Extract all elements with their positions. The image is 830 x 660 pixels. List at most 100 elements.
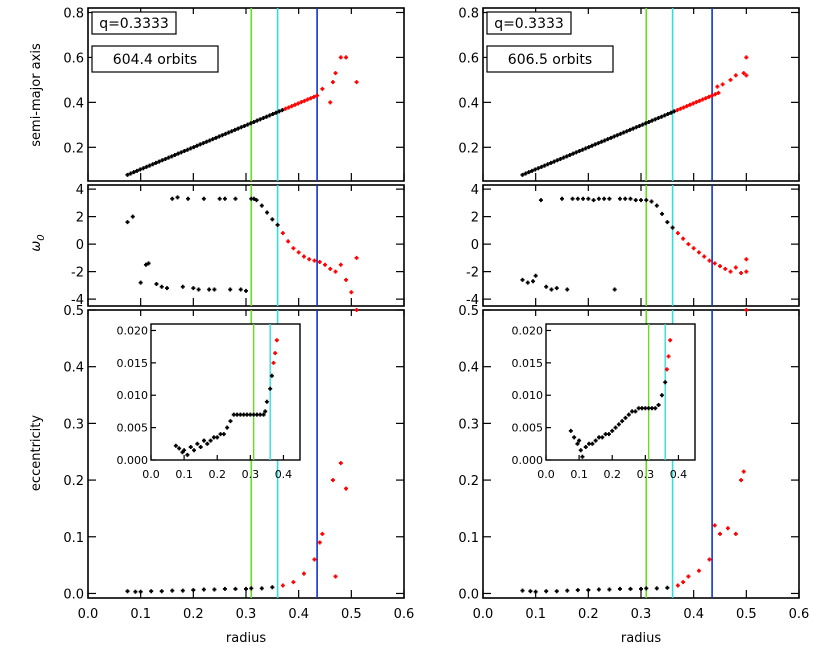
right-semi-major-point xyxy=(577,149,582,154)
left-eccentricity-point xyxy=(330,478,335,483)
left-semi-major-point xyxy=(185,147,190,152)
left-xtick-label: 0.1 xyxy=(130,607,151,622)
left-semi-major-point xyxy=(296,101,301,106)
left-semi-major-point xyxy=(169,154,174,159)
right-eccentricity-point xyxy=(739,478,744,483)
right-omega-point xyxy=(565,287,570,292)
right-eccentricity-point xyxy=(520,588,525,593)
left-eccentricity-point xyxy=(259,586,264,591)
right-inset-point xyxy=(616,422,621,427)
right-omega-point xyxy=(660,211,665,216)
left-semi-major-point xyxy=(195,143,200,148)
right-eccentricity-point xyxy=(712,523,717,528)
right-eccentricity-point xyxy=(733,531,738,536)
right-semi-major-point xyxy=(659,114,664,119)
left-semi-major-point xyxy=(354,80,359,85)
right-inset-ytick-label: 0.000 xyxy=(512,454,544,467)
left-eccentricity-point xyxy=(138,589,143,594)
right-omega-ytick-label: -2 xyxy=(466,266,479,281)
right-semi-major-point xyxy=(555,158,560,163)
left-xtick-label: 0.0 xyxy=(78,607,99,622)
left-semi-major-ytick-label: 0.2 xyxy=(63,141,84,156)
right-inset-point xyxy=(620,419,625,424)
right-semi-major-point xyxy=(608,135,613,140)
right-omega-point xyxy=(602,196,607,201)
right-semi-major-point xyxy=(646,119,651,124)
left-inset-point xyxy=(188,445,193,450)
right-inset-point xyxy=(575,441,580,446)
right-omega-point xyxy=(686,242,691,247)
right-q-label-box xyxy=(486,11,572,35)
y-label-omega: ω0 xyxy=(29,234,47,251)
right-omega-point xyxy=(675,231,680,236)
left-eccentricity-point xyxy=(301,571,306,576)
left-eccentricity-ytick-label: 0.2 xyxy=(63,474,84,489)
left-semi-major-point xyxy=(191,145,196,150)
left-semi-major-point xyxy=(157,159,162,164)
left-omega-point xyxy=(349,290,354,295)
right-semi-major-point xyxy=(684,104,689,109)
left-semi-major-point xyxy=(261,116,266,121)
right-eccentricity-point xyxy=(607,587,612,592)
right-semi-major-point xyxy=(675,108,680,113)
right-semi-major-point xyxy=(703,96,708,101)
right-semi-major-point xyxy=(574,150,579,155)
right-semi-major-point xyxy=(520,172,525,177)
left-inset-xtick-label: 0.4 xyxy=(275,468,293,481)
left-orbits-label-box xyxy=(91,45,219,73)
right-semi-major-point xyxy=(631,126,636,131)
right-semi-major-point xyxy=(728,77,733,82)
left-omega-point xyxy=(312,258,317,263)
left-omega-point xyxy=(217,196,222,201)
left-semi-major-point xyxy=(344,55,349,60)
right-omega-point xyxy=(623,196,628,201)
left-inset-xtick-label: 0.0 xyxy=(142,468,160,481)
right-semi-major-point xyxy=(621,130,626,135)
right-semi-major-point xyxy=(678,106,683,111)
left-semi-major-point xyxy=(153,160,158,165)
left-eccentricity-ytick-label: 0.3 xyxy=(63,417,84,432)
left-semi-major-point xyxy=(150,162,155,167)
left-xtick-label: 0.3 xyxy=(236,607,257,622)
left-semi-major-point xyxy=(274,110,279,115)
left-semi-major-point xyxy=(270,112,275,117)
right-semi-major-point xyxy=(523,171,528,176)
right-inset-point xyxy=(623,415,628,420)
right-xtick-label: 0.3 xyxy=(631,607,652,622)
left-semi-major-point xyxy=(236,126,241,131)
left-inset-point xyxy=(221,432,226,437)
right-inset-xtick-label: 0.4 xyxy=(670,468,688,481)
right-semi-major-point xyxy=(571,151,576,156)
right-semi-major-point xyxy=(529,168,534,173)
left-semi-major-point xyxy=(286,105,291,110)
right-omega-point xyxy=(525,280,530,285)
x-label-left: radius xyxy=(226,631,266,646)
left-eccentricity-ytick-label: 0.1 xyxy=(63,531,84,546)
left-semi-major-point xyxy=(163,156,168,161)
right-inset-point xyxy=(653,406,658,411)
right-inset-ytick-label: 0.020 xyxy=(512,324,544,337)
right-eccentricity-point xyxy=(528,589,533,594)
right-omega-point xyxy=(654,203,659,208)
right-omega-point xyxy=(718,264,722,269)
left-omega-point xyxy=(170,196,175,201)
left-eccentricity-point xyxy=(170,588,175,593)
right-omega-ytick-label: 4 xyxy=(471,183,479,198)
left-semi-major-point xyxy=(176,151,181,156)
left-omega-ytick-label: -4 xyxy=(71,293,84,308)
right-eccentricity-point xyxy=(725,526,730,531)
left-inset-xtick-label: 0.3 xyxy=(242,468,260,481)
right-inset-point xyxy=(659,393,664,398)
right-omega-point xyxy=(554,286,559,291)
left-xtick-label: 0.4 xyxy=(288,607,309,622)
right-omega-point xyxy=(665,220,670,225)
left-eccentricity-point xyxy=(354,308,359,312)
left-semi-major-point xyxy=(201,141,206,146)
left-omega-point xyxy=(323,262,327,267)
left-eccentricity-point xyxy=(222,586,227,591)
left-semi-major-point xyxy=(299,100,304,105)
left-omega-point xyxy=(265,210,270,215)
right-omega-point xyxy=(533,273,538,278)
right-inset-point xyxy=(583,445,588,450)
